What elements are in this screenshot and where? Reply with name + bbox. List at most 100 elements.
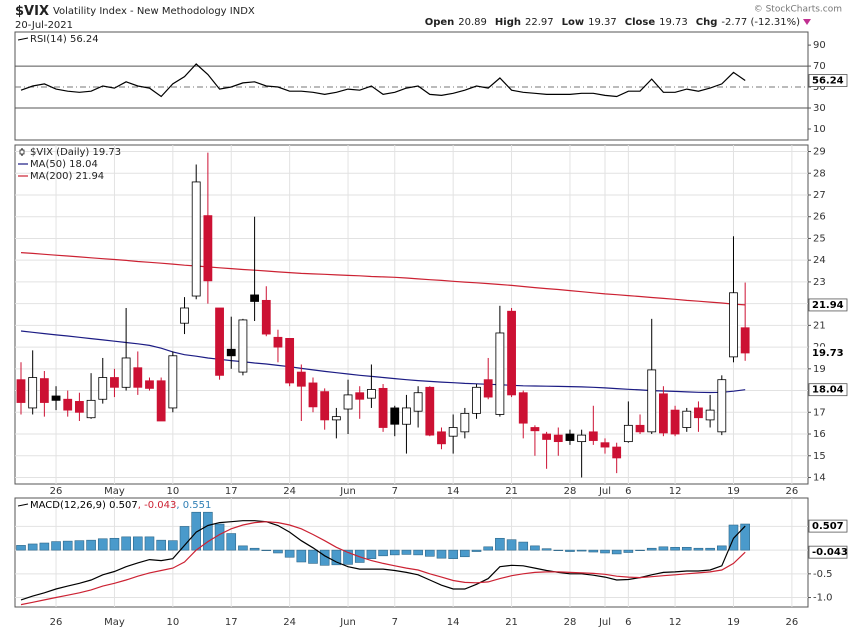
x-tick-label: 28 — [564, 617, 577, 628]
candle-body — [518, 392, 528, 424]
candle-body — [320, 391, 330, 421]
x-tick-label: 17 — [225, 486, 238, 497]
y-tick-label: 50 — [813, 82, 826, 93]
histogram-bar — [553, 549, 564, 551]
histogram-bar — [296, 549, 307, 563]
histogram-bar — [530, 545, 540, 551]
last-value-box — [808, 346, 848, 360]
y-tick-label: 23 — [813, 277, 826, 288]
last-value-box — [808, 298, 848, 312]
candle-body — [507, 310, 516, 396]
histogram-bar — [681, 546, 692, 551]
histogram-bar — [471, 549, 482, 552]
histogram-bar — [460, 549, 470, 558]
x-tick-label: 6 — [625, 617, 631, 628]
histogram-bar — [62, 540, 73, 551]
candle-body — [647, 369, 657, 433]
histogram-bar — [179, 526, 190, 551]
histogram-bar — [261, 549, 272, 551]
histogram-bar — [51, 541, 61, 551]
x-tick-label: 21 — [505, 486, 518, 497]
macd-line — [20, 520, 746, 601]
candle-body — [16, 379, 26, 403]
rsi-line — [20, 63, 746, 98]
quote-label: Low — [562, 17, 584, 28]
candle-body — [740, 327, 750, 354]
x-tick-label: 26 — [786, 617, 799, 628]
candle-body — [28, 377, 38, 409]
candle-body — [75, 401, 84, 413]
x-tick-label: Jul — [598, 617, 611, 628]
histogram-bar — [86, 539, 96, 551]
x-tick-label: 12 — [669, 486, 682, 497]
histogram-bar — [226, 533, 237, 551]
candle-body — [717, 379, 727, 433]
histogram-bar — [156, 539, 166, 551]
legend-label: MA(200) 21.94 — [30, 171, 104, 182]
histogram-bar — [284, 549, 295, 558]
y-tick-label: 25 — [813, 233, 826, 244]
candle-body — [577, 434, 587, 443]
histogram-bar — [600, 549, 610, 554]
histogram-bar — [448, 549, 458, 559]
histogram-bar — [97, 538, 108, 551]
y-tick-label: 28 — [813, 168, 826, 179]
histogram-bar — [144, 536, 155, 551]
histogram-bar — [658, 546, 669, 551]
quote-value: 19.73 — [659, 17, 688, 28]
x-tick-label: 6 — [625, 486, 631, 497]
y-tick-label: 21 — [813, 320, 826, 331]
histogram-bar — [366, 549, 377, 559]
quote-value: 19.37 — [588, 17, 617, 28]
candle-body — [670, 409, 680, 435]
candle-body — [296, 371, 306, 387]
histogram-bar — [389, 549, 400, 556]
histogram-bar — [623, 549, 634, 553]
y-tick-label: 19 — [813, 364, 826, 375]
histogram-bar — [716, 545, 727, 551]
histogram-bar — [203, 511, 213, 551]
last-value-label: 56.24 — [812, 76, 844, 87]
histogram-bar — [424, 549, 435, 557]
y-tick-label: -1.0 — [813, 593, 833, 604]
x-tick-label: 24 — [283, 617, 296, 628]
x-tick-label: May — [104, 617, 125, 628]
histogram-bar — [670, 546, 680, 551]
x-tick-label: 12 — [669, 617, 682, 628]
histogram-bar — [308, 549, 318, 564]
candle-body — [285, 338, 295, 384]
candle-body — [133, 367, 143, 388]
x-tick-label: 28 — [564, 486, 577, 497]
last-value-box — [808, 545, 848, 559]
y-tick-label: 70 — [813, 61, 826, 72]
last-value-label: -0.043 — [812, 547, 848, 558]
histogram-bar — [436, 549, 447, 559]
y-tick-label: 15 — [813, 451, 826, 462]
candle-body — [39, 378, 49, 403]
histogram-bar — [588, 549, 599, 553]
histogram-bar — [518, 541, 529, 551]
legend-label: MACD(12,26,9) 0.507 — [30, 500, 138, 511]
candle-body — [191, 181, 201, 297]
y-tick-label: 29 — [813, 147, 826, 158]
quote-line: Open 20.89 High 22.97 Low 19.37 Close 19.73 Chg -… — [425, 17, 800, 28]
histogram-bar — [565, 549, 575, 552]
x-tick-label: 7 — [392, 486, 398, 497]
x-tick-label: 7 — [392, 617, 398, 628]
macd-panel — [14, 497, 809, 608]
macd-line — [20, 521, 746, 606]
candle-body — [612, 446, 622, 459]
last-value-label: 21.94 — [812, 300, 844, 311]
histogram-bar — [693, 547, 704, 551]
histogram-bar — [483, 546, 494, 551]
moving-average-line — [20, 330, 746, 394]
candle-body — [145, 380, 154, 389]
histogram-bar — [495, 537, 505, 551]
histogram-bar — [740, 523, 750, 551]
symbol: $VIX — [15, 4, 49, 19]
quote-value: 22.97 — [525, 17, 554, 28]
y-tick-label: 10 — [813, 124, 826, 135]
candle-body — [460, 412, 470, 433]
x-tick-label: 24 — [283, 486, 296, 497]
